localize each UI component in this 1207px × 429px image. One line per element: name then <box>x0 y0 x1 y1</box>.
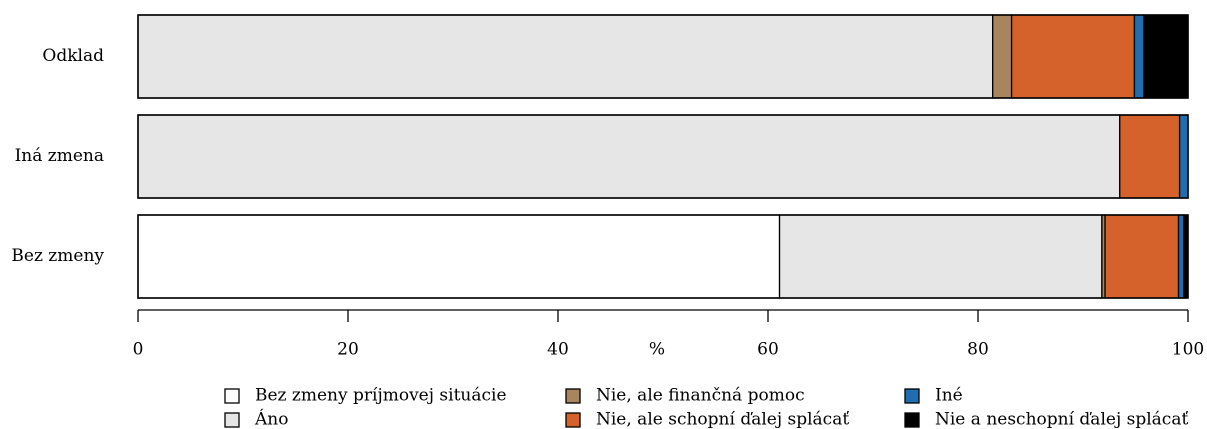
bar-segment <box>1010 14 1136 99</box>
x-tick-label: 80 <box>967 340 989 360</box>
bar-segment <box>1104 214 1180 299</box>
bar-segment <box>1133 14 1145 99</box>
bar-segment <box>778 214 1103 299</box>
bar-outline <box>137 14 1189 99</box>
bar-segment <box>1178 114 1189 199</box>
y-tick-label: Bez zmeny <box>11 246 104 266</box>
y-tick-label: Iná zmena <box>15 146 104 166</box>
legend-label: Nie, ale schopní ďalej splácať <box>596 410 849 429</box>
x-tick-label: 0 <box>133 340 144 360</box>
x-tick-label: 100 <box>1172 340 1204 360</box>
bar-segment <box>1119 114 1181 199</box>
legend-label: Nie a neschopní ďalej splácať <box>935 410 1188 429</box>
x-tick-label: 40 <box>547 340 569 360</box>
bar-segment <box>137 14 994 99</box>
x-axis-label: % <box>649 340 665 360</box>
legend-label: Áno <box>254 409 288 429</box>
bar-segment <box>137 214 781 299</box>
bar-segment <box>1143 14 1189 99</box>
bar-segment <box>992 14 1013 99</box>
legend-swatch <box>904 412 920 428</box>
legend-swatch <box>224 412 240 428</box>
bar-segment <box>137 114 1121 199</box>
legend-label: Bez zmeny príjmovej situácie <box>255 386 507 406</box>
bar-outline <box>137 114 1189 199</box>
x-tick-label: 20 <box>337 340 359 360</box>
bar-outline <box>137 214 1189 299</box>
legend-label: Nie, ale finančná pomoc <box>596 386 805 406</box>
legend-swatch <box>904 388 920 404</box>
y-tick-label: Odklad <box>42 46 104 66</box>
legend-swatch <box>565 388 581 404</box>
legend-swatch <box>565 412 581 428</box>
bar-segment <box>1177 214 1185 299</box>
legend-swatch <box>224 388 240 404</box>
x-tick-label: 60 <box>757 340 779 360</box>
legend-label: Iné <box>935 386 963 406</box>
